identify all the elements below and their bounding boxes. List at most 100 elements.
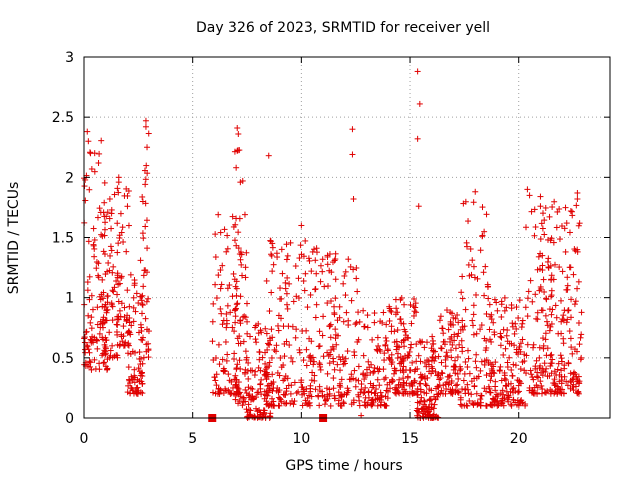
data-point	[450, 321, 457, 328]
data-point	[243, 300, 250, 307]
data-point	[106, 195, 113, 202]
data-point	[226, 282, 233, 289]
data-point	[118, 331, 125, 338]
data-point	[526, 192, 533, 199]
data-point	[514, 377, 521, 384]
data-point	[142, 176, 149, 183]
data-point	[139, 372, 146, 379]
data-point	[302, 397, 309, 404]
data-point	[231, 356, 238, 363]
data-point	[404, 334, 411, 341]
data-point	[483, 402, 490, 409]
data-point	[94, 304, 101, 311]
data-point	[101, 251, 108, 258]
data-point	[247, 367, 254, 374]
data-point	[327, 402, 334, 409]
data-point	[548, 370, 555, 377]
data-point	[115, 298, 122, 305]
data-point	[414, 135, 421, 142]
data-point	[355, 391, 362, 398]
data-point	[111, 191, 118, 198]
data-point	[544, 236, 551, 243]
data-point	[379, 319, 386, 326]
data-point	[319, 256, 326, 263]
data-point	[523, 352, 530, 359]
data-point	[471, 274, 478, 281]
data-point	[519, 320, 526, 327]
data-point	[563, 319, 570, 326]
data-point	[562, 204, 569, 211]
data-point	[113, 352, 120, 359]
data-point	[113, 278, 120, 285]
data-point	[352, 321, 359, 328]
data-point	[117, 210, 124, 217]
data-point	[551, 198, 558, 205]
data-point	[307, 388, 314, 395]
data-point	[480, 269, 487, 276]
data-point	[558, 318, 565, 325]
data-point	[312, 285, 319, 292]
data-point	[274, 322, 281, 329]
data-point	[454, 370, 461, 377]
data-point	[324, 253, 331, 260]
data-point	[223, 324, 230, 331]
data-point	[506, 354, 513, 361]
data-point	[493, 299, 500, 306]
data-point	[412, 304, 419, 311]
data-point	[342, 268, 349, 275]
data-point	[215, 341, 222, 348]
data-point	[567, 208, 574, 215]
data-point	[300, 278, 307, 285]
data-point	[486, 336, 493, 343]
data-point	[268, 251, 275, 258]
data-point	[102, 350, 109, 357]
data-point	[254, 389, 261, 396]
data-point	[131, 366, 138, 373]
data-point	[438, 387, 445, 394]
data-point	[541, 360, 548, 367]
data-point	[365, 394, 372, 401]
data-point	[388, 323, 395, 330]
data-point	[295, 275, 302, 282]
data-point	[452, 345, 459, 352]
data-point	[368, 361, 375, 368]
data-point	[512, 399, 519, 406]
data-point	[556, 264, 563, 271]
data-point	[274, 369, 281, 376]
data-point	[436, 376, 443, 383]
data-point	[437, 313, 444, 320]
data-point	[550, 239, 557, 246]
data-point	[465, 355, 472, 362]
data-point	[482, 263, 489, 270]
data-point	[398, 360, 405, 367]
data-point	[217, 285, 224, 292]
data-point	[417, 358, 424, 365]
data-point	[139, 390, 146, 397]
data-point	[400, 337, 407, 344]
data-point	[331, 257, 338, 264]
data-point	[519, 336, 526, 343]
data-point	[555, 360, 562, 367]
data-point	[282, 391, 289, 398]
data-point	[299, 328, 306, 335]
data-point	[240, 395, 247, 402]
data-point	[368, 401, 375, 408]
data-point	[216, 361, 223, 368]
data-point	[145, 328, 152, 335]
data-point	[576, 380, 583, 387]
data-point	[492, 383, 499, 390]
data-point	[353, 264, 360, 271]
data-point	[477, 402, 484, 409]
data-point	[416, 380, 423, 387]
data-point	[138, 324, 145, 331]
data-point	[443, 349, 450, 356]
data-point	[315, 343, 322, 350]
data-point	[108, 247, 115, 254]
data-point	[300, 386, 307, 393]
data-point	[465, 261, 472, 268]
data-point	[290, 401, 297, 408]
data-point	[334, 361, 341, 368]
data-point	[140, 272, 147, 279]
data-point	[343, 309, 350, 316]
data-point	[552, 261, 559, 268]
